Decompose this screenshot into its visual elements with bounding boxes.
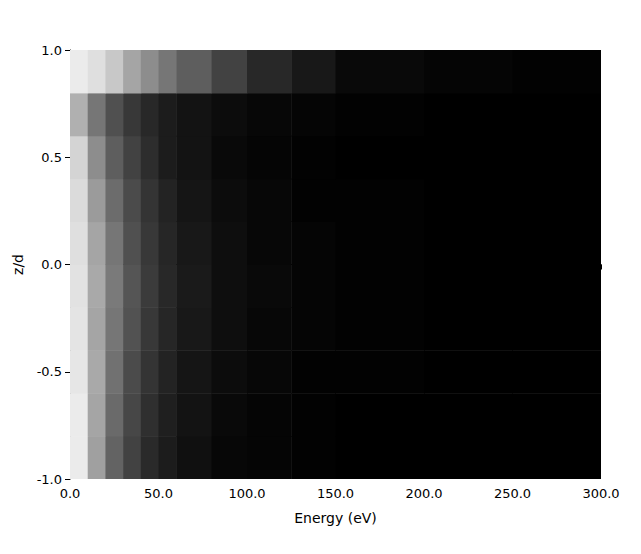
svg-text:-1.0: -1.0	[37, 472, 62, 487]
svg-text:0.0: 0.0	[60, 486, 81, 501]
svg-text:150.0: 150.0	[317, 486, 354, 501]
svg-text:-0.5: -0.5	[37, 364, 62, 379]
svg-text:0.5: 0.5	[41, 150, 62, 165]
svg-text:Energy (eV): Energy (eV)	[294, 510, 377, 526]
svg-text:1.0: 1.0	[41, 43, 62, 58]
svg-text:z/d: z/d	[10, 254, 26, 275]
svg-text:250.0: 250.0	[494, 486, 531, 501]
svg-text:100.0: 100.0	[228, 486, 265, 501]
svg-text:300.0: 300.0	[582, 486, 619, 501]
svg-text:50.0: 50.0	[144, 486, 173, 501]
svg-text:200.0: 200.0	[405, 486, 442, 501]
svg-text:0.0: 0.0	[41, 257, 62, 272]
